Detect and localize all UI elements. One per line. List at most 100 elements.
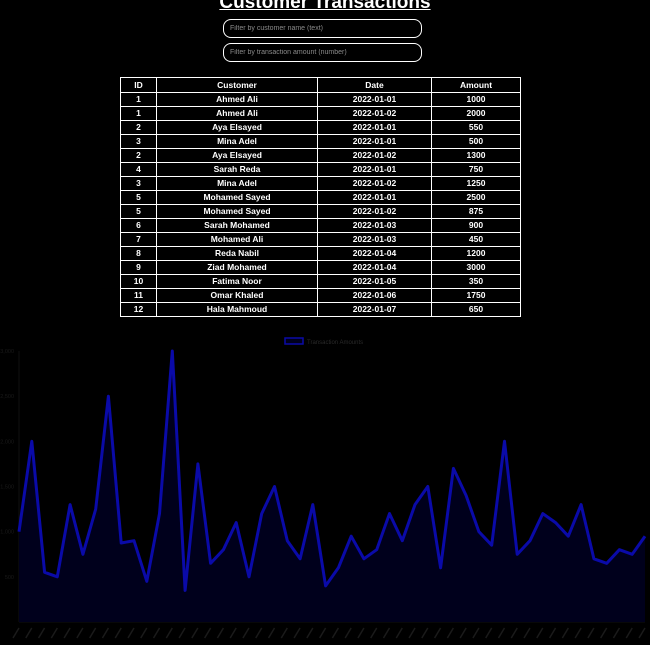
cell-id: 4 — [120, 162, 157, 177]
cell-id: 12 — [120, 302, 157, 317]
x-tick-mark — [191, 627, 199, 639]
cell-date: 2022-01-01 — [317, 92, 432, 107]
table-row: 2 Aya Elsayed 2022-01-02 1300 — [120, 148, 521, 163]
cell-amount: 1000 — [431, 92, 521, 107]
cell-customer: Mina Adel — [156, 134, 318, 149]
x-tick-mark — [216, 627, 225, 639]
cell-id: 3 — [120, 134, 157, 149]
table-row: 9 Ziad Mohamed 2022-01-04 3000 — [120, 260, 521, 275]
table-header-row: ID Customer Date Amount — [120, 77, 521, 93]
x-tick-mark — [408, 627, 416, 639]
y-tick-label: 1,500 — [0, 485, 14, 491]
cell-amount: 1750 — [431, 288, 521, 303]
x-tick-mark — [344, 627, 352, 639]
cell-id: 7 — [120, 232, 157, 247]
x-tick-mark — [50, 627, 58, 639]
y-tick-label: 2,500 — [0, 394, 14, 400]
x-tick-mark — [497, 627, 506, 639]
table-row: 1 Ahmed Ali 2022-01-02 2000 — [120, 106, 521, 121]
cell-amount: 2500 — [431, 190, 521, 205]
x-tick-mark — [587, 627, 595, 639]
y-tick-label: 3,000 — [0, 349, 14, 355]
cell-date: 2022-01-01 — [317, 134, 432, 149]
x-tick-mark — [306, 627, 314, 639]
header-customer: Customer — [156, 77, 318, 93]
cell-date: 2022-01-05 — [317, 274, 432, 289]
x-tick-mark — [76, 627, 84, 639]
cell-id: 11 — [120, 288, 157, 303]
cell-amount: 350 — [431, 274, 521, 289]
transaction-amounts-chart: Transaction Amounts 500 1,000 1,500 2,000 2,5… — [0, 337, 647, 639]
customer-name-filter-input[interactable] — [223, 19, 422, 38]
cell-date: 2022-01-01 — [317, 162, 432, 177]
cell-customer: Mohamed Ali — [156, 232, 318, 247]
x-tick-mark — [395, 627, 403, 639]
cell-customer: Hala Mahmoud — [156, 302, 318, 317]
transaction-amount-filter-input[interactable] — [223, 43, 422, 62]
cell-customer: Mohamed Sayed — [156, 190, 318, 205]
cell-date: 2022-01-03 — [317, 232, 432, 247]
table-row: 2 Aya Elsayed 2022-01-01 550 — [120, 120, 521, 135]
x-tick-mark — [63, 627, 71, 639]
x-tick-mark — [89, 627, 97, 639]
x-tick-mark — [600, 627, 608, 639]
x-tick-mark — [331, 627, 340, 639]
table-row: 4 Sarah Reda 2022-01-01 750 — [120, 162, 521, 177]
cell-id: 3 — [120, 176, 157, 191]
table-row: 5 Mohamed Sayed 2022-01-01 2500 — [120, 190, 521, 205]
cell-amount: 1200 — [431, 246, 521, 261]
table-body: 1 Ahmed Ali 2022-01-01 1000 1 Ahmed Ali 2022-0… — [120, 92, 521, 317]
x-tick-mark — [357, 627, 365, 639]
x-tick-mark — [485, 627, 493, 639]
x-tick-mark — [318, 627, 327, 639]
cell-customer: Aya Elsayed — [156, 120, 318, 135]
cell-date: 2022-01-04 — [317, 246, 432, 261]
cell-id: 6 — [120, 218, 157, 233]
table-row: 8 Reda Nabil 2022-01-04 1200 — [120, 246, 521, 261]
x-tick-mark — [561, 627, 569, 639]
cell-id: 1 — [120, 92, 157, 107]
cell-date: 2022-01-02 — [317, 204, 432, 219]
x-tick-mark — [293, 627, 301, 639]
table-row: 1 Ahmed Ali 2022-01-01 1000 — [120, 92, 521, 107]
x-tick-mark — [37, 627, 46, 639]
x-tick-mark — [229, 627, 237, 639]
cell-date: 2022-01-04 — [317, 260, 432, 275]
cell-amount: 2000 — [431, 106, 521, 121]
cell-id: 1 — [120, 106, 157, 121]
x-tick-mark — [255, 627, 263, 639]
cell-customer: Reda Nabil — [156, 246, 318, 261]
table-row: 3 Mina Adel 2022-01-02 1250 — [120, 176, 521, 191]
cell-date: 2022-01-02 — [317, 176, 432, 191]
cell-date: 2022-01-01 — [317, 120, 432, 135]
cell-customer: Sarah Reda — [156, 162, 318, 177]
cell-amount: 550 — [431, 120, 521, 135]
x-tick-mark — [114, 627, 122, 639]
table-row: 6 Sarah Mohamed 2022-01-03 900 — [120, 218, 521, 233]
legend-label[interactable]: Transaction Amounts — [307, 340, 363, 346]
x-tick-mark — [612, 627, 621, 639]
x-tick-mark — [459, 627, 467, 639]
cell-id: 5 — [120, 190, 157, 205]
x-tick-mark — [523, 627, 531, 639]
x-tick-mark — [101, 627, 110, 639]
cell-date: 2022-01-02 — [317, 148, 432, 163]
cell-customer: Fatima Noor — [156, 274, 318, 289]
legend-swatch[interactable] — [284, 337, 304, 345]
table-row: 5 Mohamed Sayed 2022-01-02 875 — [120, 204, 521, 219]
transactions-table-container[interactable]: ID Customer Date Amount 1 Ahmed Ali 2022-0… — [120, 77, 521, 325]
cell-customer: Sarah Mohamed — [156, 218, 318, 233]
cell-customer: Mina Adel — [156, 176, 318, 191]
header-date: Date — [317, 77, 432, 93]
x-tick-mark — [203, 627, 212, 639]
cell-amount: 875 — [431, 204, 521, 219]
cell-id: 8 — [120, 246, 157, 261]
x-tick-mark — [242, 627, 250, 639]
x-tick-mark — [267, 627, 276, 639]
y-tick-label: 2,000 — [0, 439, 14, 445]
cell-amount: 900 — [431, 218, 521, 233]
x-tick-mark — [548, 627, 557, 639]
x-tick-mark — [140, 627, 148, 639]
x-tick-mark — [165, 627, 173, 639]
x-tick-mark — [25, 627, 33, 639]
